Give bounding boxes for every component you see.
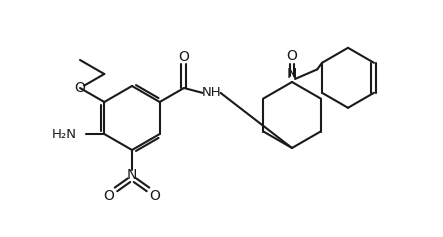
Text: O: O xyxy=(74,81,85,95)
Text: N: N xyxy=(127,168,137,182)
Text: N: N xyxy=(287,67,297,81)
Text: NH: NH xyxy=(202,86,222,99)
Text: O: O xyxy=(150,189,160,203)
Text: O: O xyxy=(104,189,114,203)
Text: O: O xyxy=(179,50,190,64)
Text: H₂N: H₂N xyxy=(51,128,77,141)
Text: O: O xyxy=(287,49,297,63)
